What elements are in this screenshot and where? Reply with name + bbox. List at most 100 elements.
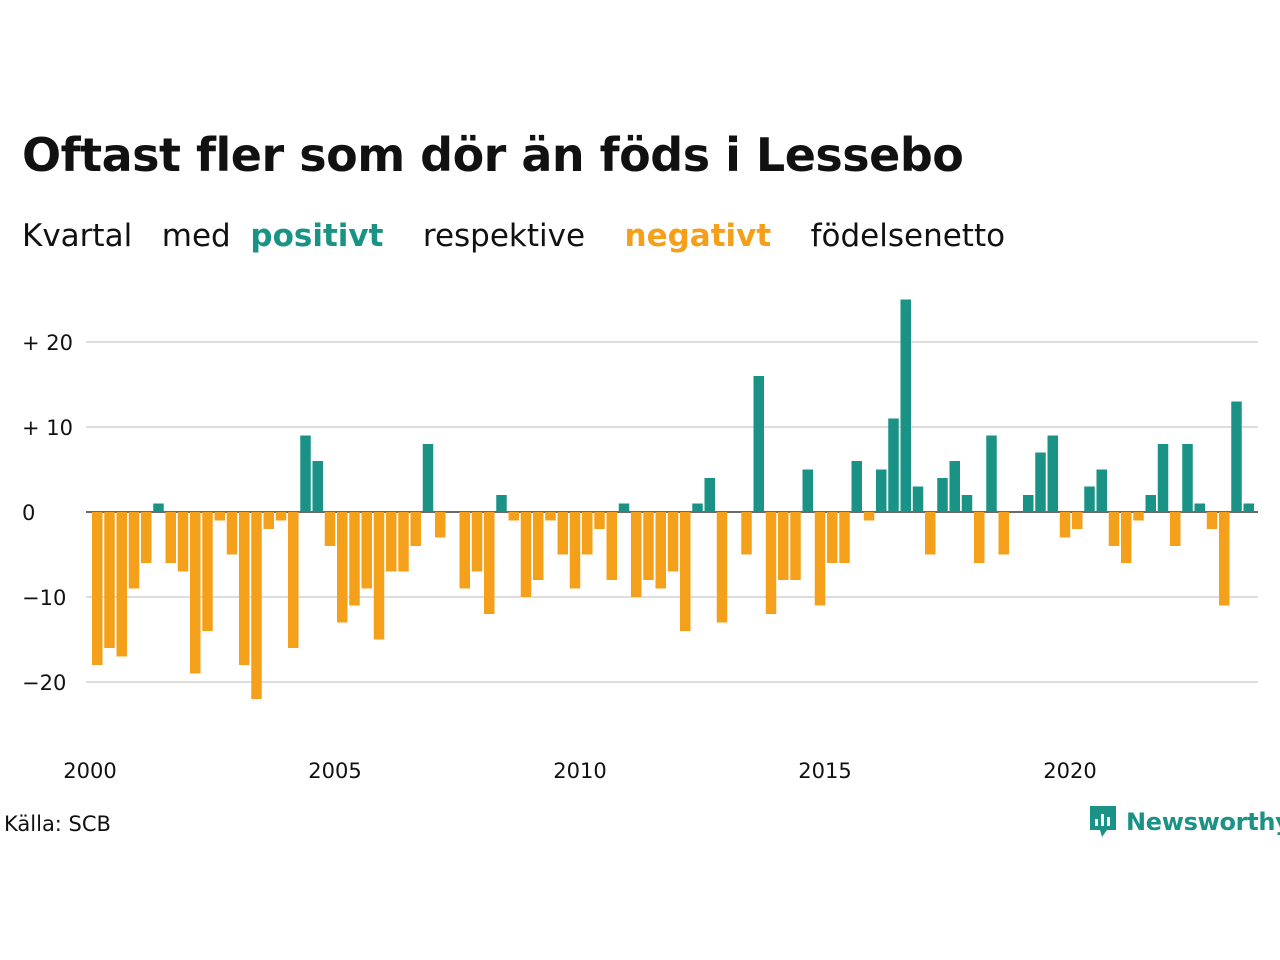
bar [300,435,311,512]
y-tick-label: + 20 [22,331,73,355]
bar [165,512,176,563]
bar [275,512,287,521]
brand-logo: Newsworthy [1088,804,1280,840]
bar [753,376,764,512]
bar [1206,512,1218,529]
bar [141,512,152,563]
bar [1096,469,1107,512]
bar [153,503,164,512]
bar [1059,512,1071,538]
x-tick-label: 2010 [553,759,606,783]
bar [937,478,948,512]
bar [582,512,593,555]
bar [471,512,483,572]
bar [484,512,495,614]
source-label: Källa: SCB [4,812,111,836]
bar [692,503,703,512]
bar [1157,444,1169,512]
bar [288,512,299,648]
x-tick-label: 2000 [63,759,116,783]
bar [422,444,434,512]
chart-title: Oftast fler som dör än föds i Lessebo [22,128,964,182]
bar [606,512,617,580]
subtitle-positive-label: positivt [250,218,384,254]
bar [104,512,115,648]
bar [557,512,568,555]
bar [704,478,715,512]
bar [851,461,862,512]
bar [1243,503,1254,512]
bar [263,512,274,529]
brand-name: Newsworthy [1126,808,1280,836]
bar [1047,435,1058,512]
bar [251,512,262,699]
bar [888,418,899,512]
subtitle-word-1: Kvartal [22,218,133,254]
bar [949,461,960,512]
bar [900,299,911,512]
bar [116,512,127,657]
bar [631,512,642,597]
bar [876,469,887,512]
bar [226,512,238,555]
bar [239,512,250,665]
bar [986,435,997,512]
bar [961,495,973,512]
bar [190,512,201,674]
bar [545,512,556,521]
bar [790,512,801,580]
subtitle-word-2: med [161,218,231,254]
bar [1194,503,1205,512]
bar [361,512,372,589]
bar [533,512,544,580]
bar [1219,512,1230,606]
bar [814,512,826,606]
bar [802,469,813,512]
bar [337,512,348,623]
bar [386,512,397,572]
bar [655,512,666,589]
bar [912,486,924,512]
bar [1084,486,1095,512]
y-tick-label: −20 [22,671,66,695]
bar [508,512,519,521]
newsworthy-icon [1090,806,1116,837]
x-tick-label: 2015 [798,759,851,783]
bar [741,512,752,555]
bar [312,461,323,512]
bar [618,503,630,512]
bar [1182,444,1193,512]
bar [974,512,985,563]
subtitle-negative-label: negativt [624,218,772,254]
x-tick-label: 2020 [1043,759,1096,783]
bar [1231,401,1242,512]
bar [324,512,336,546]
y-tick-label: 0 [22,501,35,525]
bar [435,512,446,538]
bar [214,512,225,521]
bar [1121,512,1132,563]
subtitle-middle: respektive [422,218,586,254]
bar [1035,452,1046,512]
bar [643,512,654,580]
bar [839,512,850,563]
bar [92,512,103,665]
bar [520,512,532,597]
bar [925,512,936,555]
y-tick-label: + 10 [22,416,73,440]
bar [778,512,789,580]
bar [496,495,507,512]
bar [349,512,360,606]
bar [1170,512,1181,546]
bar [667,512,679,572]
bar [716,512,728,623]
bar [765,512,777,614]
bar [569,512,581,589]
x-tick-label: 2005 [308,759,361,783]
bar [373,512,385,640]
bar [594,512,605,529]
bar [863,512,875,521]
bar [827,512,838,563]
subtitle-end: födelsenetto [810,218,1006,254]
